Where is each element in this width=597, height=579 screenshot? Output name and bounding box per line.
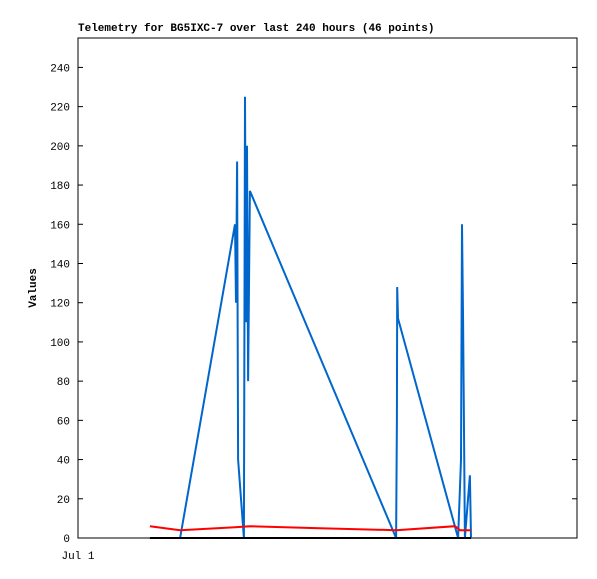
y-axis-label: Values	[28, 268, 40, 308]
y-tick-label: 20	[57, 495, 70, 507]
x-tick-label: Jul 1	[61, 551, 94, 563]
y-tick-label: 80	[57, 377, 70, 389]
y-tick-label: 120	[50, 299, 70, 311]
y-tick-label: 0	[63, 534, 70, 546]
y-tick-label: 40	[57, 456, 70, 468]
y-tick-label: 180	[50, 181, 70, 193]
y-tick-label: 60	[57, 416, 70, 428]
chart-title: Telemetry for BG5IXC-7 over last 240 hou…	[78, 23, 434, 35]
series-line	[149, 525, 471, 532]
y-tick-label: 100	[50, 338, 70, 350]
y-tick-label: 140	[50, 259, 70, 271]
y-tick-label: 160	[50, 220, 70, 232]
plot-frame	[77, 37, 578, 539]
y-tick-label: 200	[50, 142, 70, 154]
y-tick-label: 240	[50, 63, 70, 75]
y-tick-label: 220	[50, 103, 70, 115]
series-line	[179, 96, 472, 539]
